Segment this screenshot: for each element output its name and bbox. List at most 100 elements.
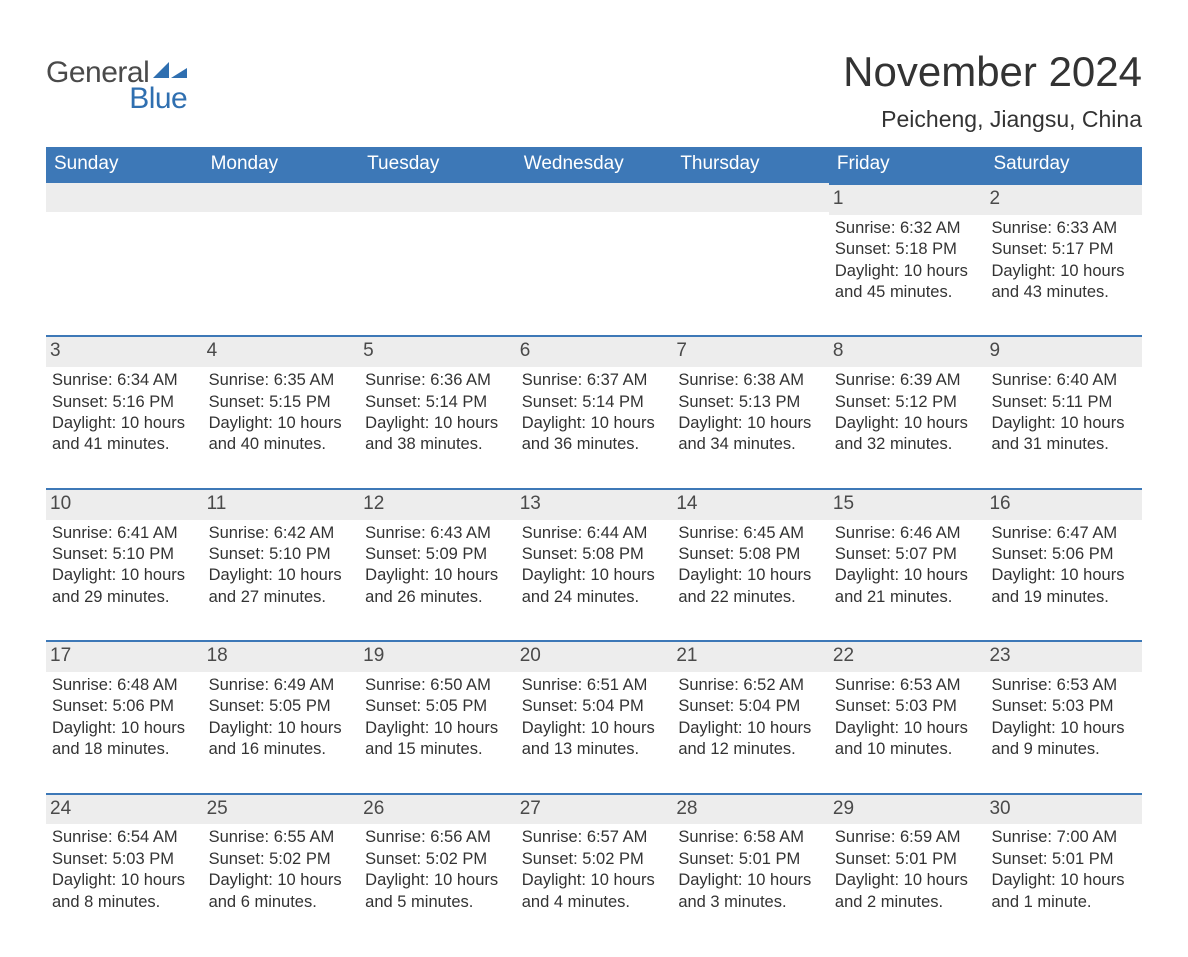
sunrise-label: Sunrise: 6:33 AM — [991, 218, 1136, 239]
sunrise-label: Sunrise: 6:36 AM — [365, 370, 510, 391]
day-cell: 26Sunrise: 6:56 AMSunset: 5:02 PMDayligh… — [359, 793, 516, 917]
sunset-label: Sunset: 5:01 PM — [835, 849, 980, 870]
calendar-header-row: SundayMondayTuesdayWednesdayThursdayFrid… — [46, 147, 1142, 183]
sunset-label: Sunset: 5:16 PM — [52, 392, 197, 413]
daylight-label: Daylight: 10 hours and 45 minutes. — [835, 261, 980, 304]
day-number: 5 — [359, 335, 516, 367]
day-cell: 1Sunrise: 6:32 AMSunset: 5:18 PMDaylight… — [829, 183, 986, 307]
sunset-label: Sunset: 5:15 PM — [209, 392, 354, 413]
daylight-label: Daylight: 10 hours and 8 minutes. — [52, 870, 197, 913]
daylight-label: Daylight: 10 hours and 13 minutes. — [522, 718, 667, 761]
daylight-label: Daylight: 10 hours and 15 minutes. — [365, 718, 510, 761]
daylight-label: Daylight: 10 hours and 5 minutes. — [365, 870, 510, 913]
sunrise-label: Sunrise: 6:38 AM — [678, 370, 823, 391]
day-cell: 17Sunrise: 6:48 AMSunset: 5:06 PMDayligh… — [46, 640, 203, 764]
day-header: Tuesday — [359, 147, 516, 183]
day-cell — [516, 183, 673, 307]
sunset-label: Sunset: 5:14 PM — [522, 392, 667, 413]
sunset-label: Sunset: 5:07 PM — [835, 544, 980, 565]
sunset-label: Sunset: 5:01 PM — [991, 849, 1136, 870]
sunset-label: Sunset: 5:14 PM — [365, 392, 510, 413]
day-number: 17 — [46, 640, 203, 672]
day-number: 10 — [46, 488, 203, 520]
day-number: 15 — [829, 488, 986, 520]
day-cell: 21Sunrise: 6:52 AMSunset: 5:04 PMDayligh… — [672, 640, 829, 764]
day-number — [359, 183, 516, 212]
calendar: SundayMondayTuesdayWednesdayThursdayFrid… — [46, 147, 1142, 917]
sunset-label: Sunset: 5:02 PM — [209, 849, 354, 870]
day-cell — [359, 183, 516, 307]
day-cell: 20Sunrise: 6:51 AMSunset: 5:04 PMDayligh… — [516, 640, 673, 764]
day-number: 23 — [985, 640, 1142, 672]
day-cell: 4Sunrise: 6:35 AMSunset: 5:15 PMDaylight… — [203, 335, 360, 459]
sunrise-label: Sunrise: 6:37 AM — [522, 370, 667, 391]
day-cell: 2Sunrise: 6:33 AMSunset: 5:17 PMDaylight… — [985, 183, 1142, 307]
day-number: 27 — [516, 793, 673, 825]
day-cell: 7Sunrise: 6:38 AMSunset: 5:13 PMDaylight… — [672, 335, 829, 459]
location-label: Peicheng, Jiangsu, China — [843, 106, 1142, 133]
day-number: 21 — [672, 640, 829, 672]
daylight-label: Daylight: 10 hours and 31 minutes. — [991, 413, 1136, 456]
sunset-label: Sunset: 5:11 PM — [991, 392, 1136, 413]
logo-text-blue: Blue — [116, 82, 187, 116]
daylight-label: Daylight: 10 hours and 12 minutes. — [678, 718, 823, 761]
sunset-label: Sunset: 5:10 PM — [209, 544, 354, 565]
sunset-label: Sunset: 5:12 PM — [835, 392, 980, 413]
day-cell: 22Sunrise: 6:53 AMSunset: 5:03 PMDayligh… — [829, 640, 986, 764]
daylight-label: Daylight: 10 hours and 4 minutes. — [522, 870, 667, 913]
daylight-label: Daylight: 10 hours and 27 minutes. — [209, 565, 354, 608]
week-row: 3 Sunrise: 6:34 AMSunset: 5:16 PM Daylight… — [46, 335, 1142, 459]
sunset-label: Sunset: 5:08 PM — [522, 544, 667, 565]
daylight-label: Daylight: 10 hours and 40 minutes. — [209, 413, 354, 456]
day-cell: 18Sunrise: 6:49 AMSunset: 5:05 PMDayligh… — [203, 640, 360, 764]
daylight-label: Daylight: 10 hours and 29 minutes. — [52, 565, 197, 608]
daylight-label: Daylight: 10 hours and 3 minutes. — [678, 870, 823, 913]
daylight-label: Daylight: 10 hours and 2 minutes. — [835, 870, 980, 913]
day-number: 30 — [985, 793, 1142, 825]
day-number: 2 — [985, 183, 1142, 215]
sunrise-label: Sunrise: 6:51 AM — [522, 675, 667, 696]
sunrise-label: Sunrise: 6:39 AM — [835, 370, 980, 391]
day-cell — [203, 183, 360, 307]
day-cell: 10Sunrise: 6:41 AMSunset: 5:10 PMDayligh… — [46, 488, 203, 612]
day-number: 9 — [985, 335, 1142, 367]
daylight-label: Daylight: 10 hours and 26 minutes. — [365, 565, 510, 608]
day-cell — [46, 183, 203, 307]
day-number: 18 — [203, 640, 360, 672]
day-cell: 9Sunrise: 6:40 AMSunset: 5:11 PMDaylight… — [985, 335, 1142, 459]
sunrise-label: Sunrise: 6:47 AM — [991, 523, 1136, 544]
day-header: Wednesday — [516, 147, 673, 183]
sunset-label: Sunset: 5:17 PM — [991, 239, 1136, 260]
day-number: 7 — [672, 335, 829, 367]
sunrise-label: Sunrise: 6:34 AM — [52, 370, 197, 391]
daylight-label: Daylight: 10 hours and 34 minutes. — [678, 413, 823, 456]
day-number — [672, 183, 829, 212]
logo: General Blue — [46, 56, 187, 116]
sunset-label: Sunset: 5:03 PM — [835, 696, 980, 717]
sunset-label: Sunset: 5:05 PM — [365, 696, 510, 717]
sunrise-label: Sunrise: 6:49 AM — [209, 675, 354, 696]
day-cell: 12Sunrise: 6:43 AMSunset: 5:09 PMDayligh… — [359, 488, 516, 612]
sunset-label: Sunset: 5:02 PM — [522, 849, 667, 870]
sunset-label: Sunset: 5:06 PM — [52, 696, 197, 717]
daylight-label: Daylight: 10 hours and 38 minutes. — [365, 413, 510, 456]
day-number: 25 — [203, 793, 360, 825]
daylight-label: Daylight: 10 hours and 6 minutes. — [209, 870, 354, 913]
sunrise-label: Sunrise: 6:43 AM — [365, 523, 510, 544]
sunrise-label: Sunrise: 6:55 AM — [209, 827, 354, 848]
day-cell: 14Sunrise: 6:45 AMSunset: 5:08 PMDayligh… — [672, 488, 829, 612]
sunrise-label: Sunrise: 6:53 AM — [991, 675, 1136, 696]
daylight-label: Daylight: 10 hours and 1 minute. — [991, 870, 1136, 913]
day-cell: 24Sunrise: 6:54 AMSunset: 5:03 PMDayligh… — [46, 793, 203, 917]
week-row: 24Sunrise: 6:54 AMSunset: 5:03 PMDayligh… — [46, 793, 1142, 917]
sunset-label: Sunset: 5:05 PM — [209, 696, 354, 717]
daylight-label: Daylight: 10 hours and 18 minutes. — [52, 718, 197, 761]
day-cell: 28Sunrise: 6:58 AMSunset: 5:01 PMDayligh… — [672, 793, 829, 917]
header-region: General Blue November 2024 Peicheng, Jia… — [46, 20, 1142, 133]
sunrise-label: Sunrise: 6:54 AM — [52, 827, 197, 848]
sunrise-label: Sunrise: 6:44 AM — [522, 523, 667, 544]
daylight-label: Daylight: 10 hours and 22 minutes. — [678, 565, 823, 608]
day-number: 3 — [46, 335, 203, 367]
day-header: Sunday — [46, 147, 203, 183]
day-header: Monday — [203, 147, 360, 183]
